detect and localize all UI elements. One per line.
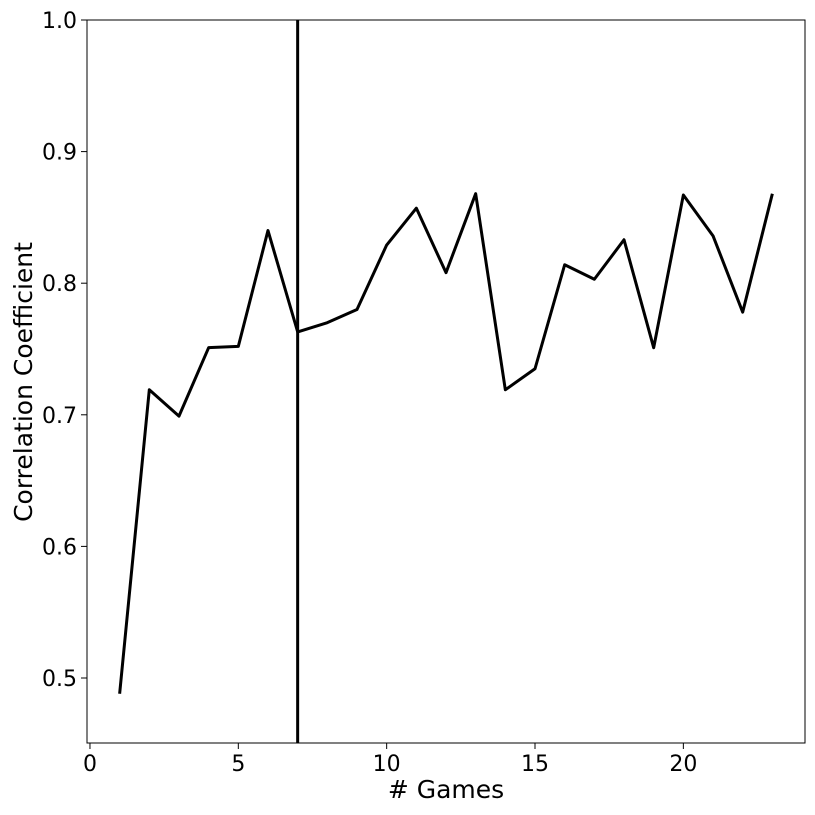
plot-frame (86, 19, 806, 744)
y-axis-label: Correlation Coefficient (9, 242, 38, 522)
x-axis-label: # Games (388, 775, 504, 804)
y-tick-label: 0.5 (42, 667, 77, 692)
data-line (118, 192, 774, 694)
y-tick-label: 0.7 (42, 404, 77, 429)
x-tick-label: 15 (521, 752, 549, 777)
x-tick-label: 0 (83, 752, 97, 777)
y-tick-label: 0.6 (42, 535, 77, 560)
x-tick-label: 5 (231, 752, 245, 777)
y-tick-label: 1.0 (42, 9, 77, 34)
y-tick-label: 0.8 (42, 272, 77, 297)
x-tick-label: 10 (373, 752, 401, 777)
y-tick-label: 0.9 (42, 141, 77, 166)
x-tick-label: 20 (669, 752, 697, 777)
